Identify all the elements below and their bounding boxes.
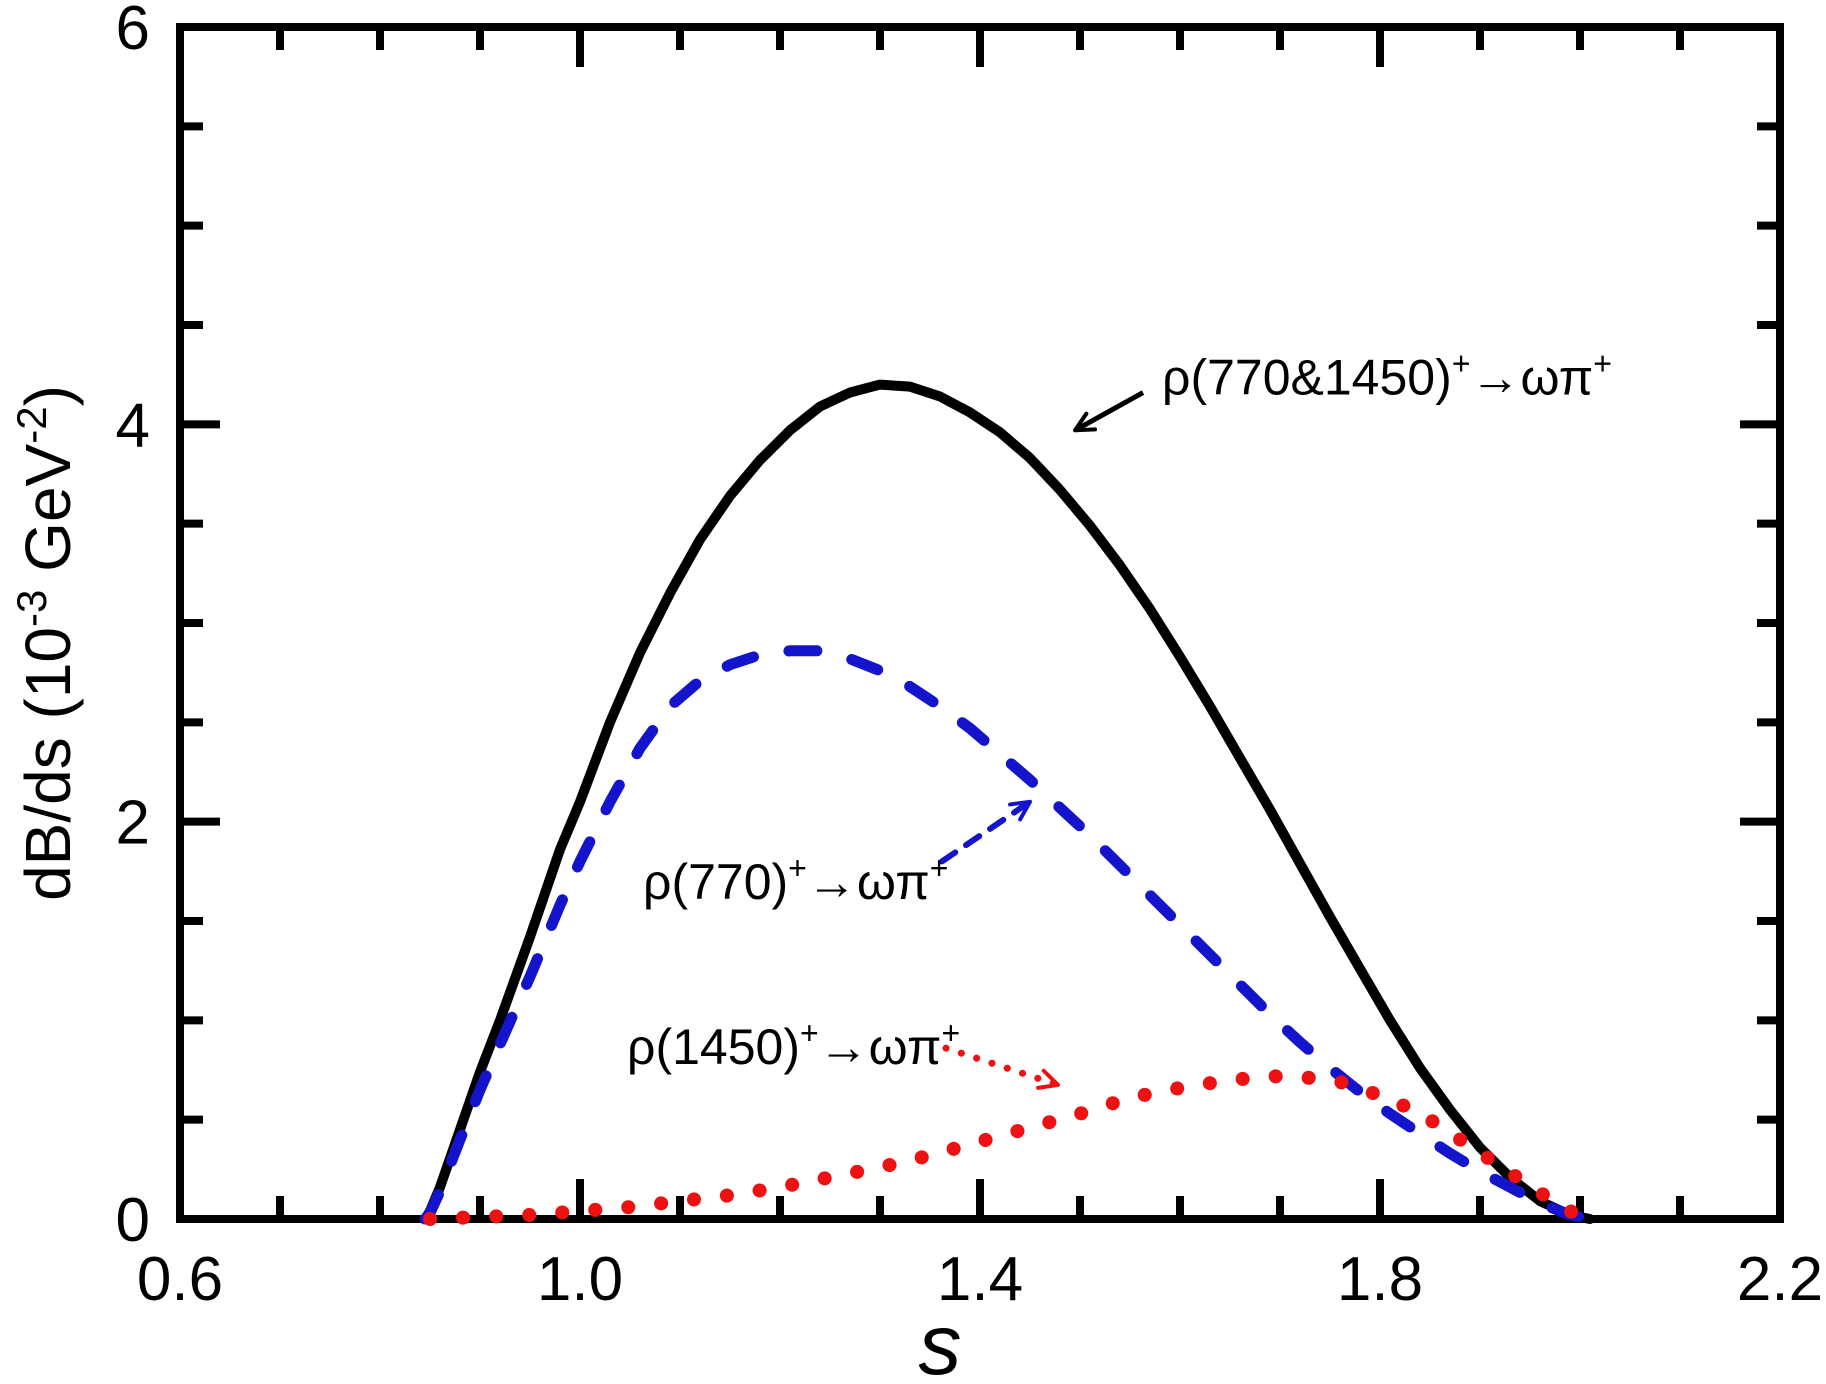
superscript-text: -3 bbox=[8, 590, 55, 627]
annotation-arrow-rho-770 bbox=[939, 798, 1033, 865]
annotation-arrow-rho-1450 bbox=[942, 1044, 1062, 1090]
ticks-group bbox=[176, 23, 1784, 1223]
label-text: ρ(770&1450) bbox=[1162, 350, 1452, 406]
series-group bbox=[419, 379, 1597, 1226]
x-axis-label: s bbox=[919, 1297, 962, 1379]
series-curve-rho-770 bbox=[419, 645, 1596, 1225]
x-tick-label-0.6: 0.6 bbox=[137, 1245, 223, 1314]
annotation-label-rho-770: ρ(770)+→ωπ+ bbox=[643, 850, 948, 910]
x-tick-label-1.0: 1.0 bbox=[537, 1245, 623, 1314]
y-tick-label-2: 2 bbox=[116, 789, 150, 858]
label-text: →ωπ bbox=[807, 854, 930, 910]
y-tick-label-6: 6 bbox=[116, 0, 150, 63]
annotation-label-rho-1450: ρ(1450)+→ωπ+ bbox=[627, 1015, 960, 1075]
plot-frame-group bbox=[176, 23, 1784, 1223]
y-axis-label: dB/ds (10-3 GeV-2) bbox=[8, 385, 84, 901]
label-text: ) bbox=[12, 385, 84, 406]
label-text: ρ(770) bbox=[643, 854, 788, 910]
superscript-text: + bbox=[930, 850, 949, 886]
x-tick-label-1.4: 1.4 bbox=[937, 1245, 1023, 1314]
label-text: GeV bbox=[12, 443, 84, 589]
series-curve-rho-770-and-1450 bbox=[420, 379, 1595, 1224]
label-text: dB/ds (10 bbox=[12, 627, 84, 901]
annotations-group: ρ(770&1450)+→ωπ+ρ(770)+→ωπ+ρ(1450)+→ωπ+ bbox=[627, 346, 1612, 1090]
label-text: →ωπ bbox=[1470, 350, 1593, 406]
series-curve-rho-1450 bbox=[423, 1069, 1597, 1226]
x-tick-label-1.8: 1.8 bbox=[1337, 1245, 1423, 1314]
tick-labels-group: 0.6 1.0 1.4 1.8 2.2 0 2 4 6 bbox=[116, 0, 1824, 1314]
annotation-label-rho-770-and-1450: ρ(770&1450)+→ωπ+ bbox=[1162, 346, 1612, 406]
superscript-text: + bbox=[788, 850, 807, 886]
y-tick-label-0: 0 bbox=[116, 1186, 150, 1255]
x-tick-label-2.2: 2.2 bbox=[1737, 1245, 1823, 1314]
plot-frame bbox=[176, 23, 1784, 1223]
label-text: ρ(1450) bbox=[627, 1019, 800, 1075]
superscript-text: + bbox=[800, 1015, 819, 1051]
superscript-text: -2 bbox=[8, 406, 55, 443]
superscript-text: + bbox=[1593, 346, 1612, 382]
y-tick-label-4: 4 bbox=[116, 391, 150, 460]
annotation-arrow-rho-770-and-1450 bbox=[1073, 390, 1145, 433]
superscript-text: + bbox=[942, 1015, 961, 1051]
superscript-text: + bbox=[1452, 346, 1471, 382]
label-text: →ωπ bbox=[819, 1019, 942, 1075]
